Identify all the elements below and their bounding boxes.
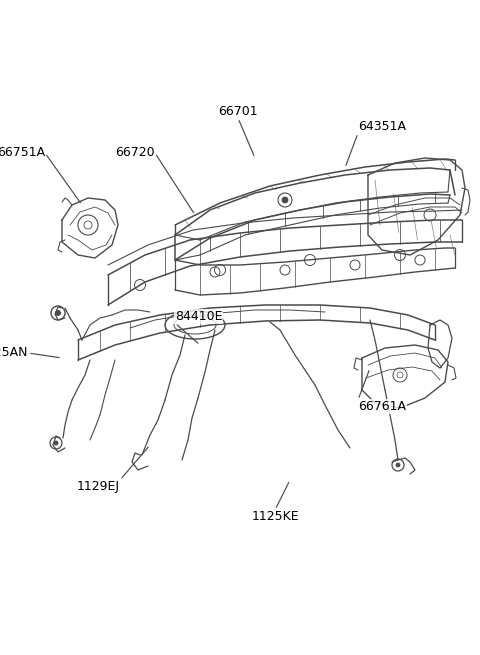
Text: 1125KE: 1125KE (251, 510, 299, 523)
Circle shape (54, 441, 58, 445)
Circle shape (282, 197, 288, 203)
Text: 1125AN: 1125AN (0, 346, 28, 360)
Text: 66761A: 66761A (358, 400, 406, 413)
Text: 84410E: 84410E (175, 310, 223, 323)
Text: 66751A: 66751A (0, 147, 45, 160)
Circle shape (396, 463, 400, 467)
Text: 66701: 66701 (218, 105, 258, 118)
Text: 64351A: 64351A (358, 120, 406, 133)
Text: 66720: 66720 (115, 147, 155, 160)
Text: 1129EJ: 1129EJ (77, 480, 120, 493)
Circle shape (56, 310, 60, 316)
